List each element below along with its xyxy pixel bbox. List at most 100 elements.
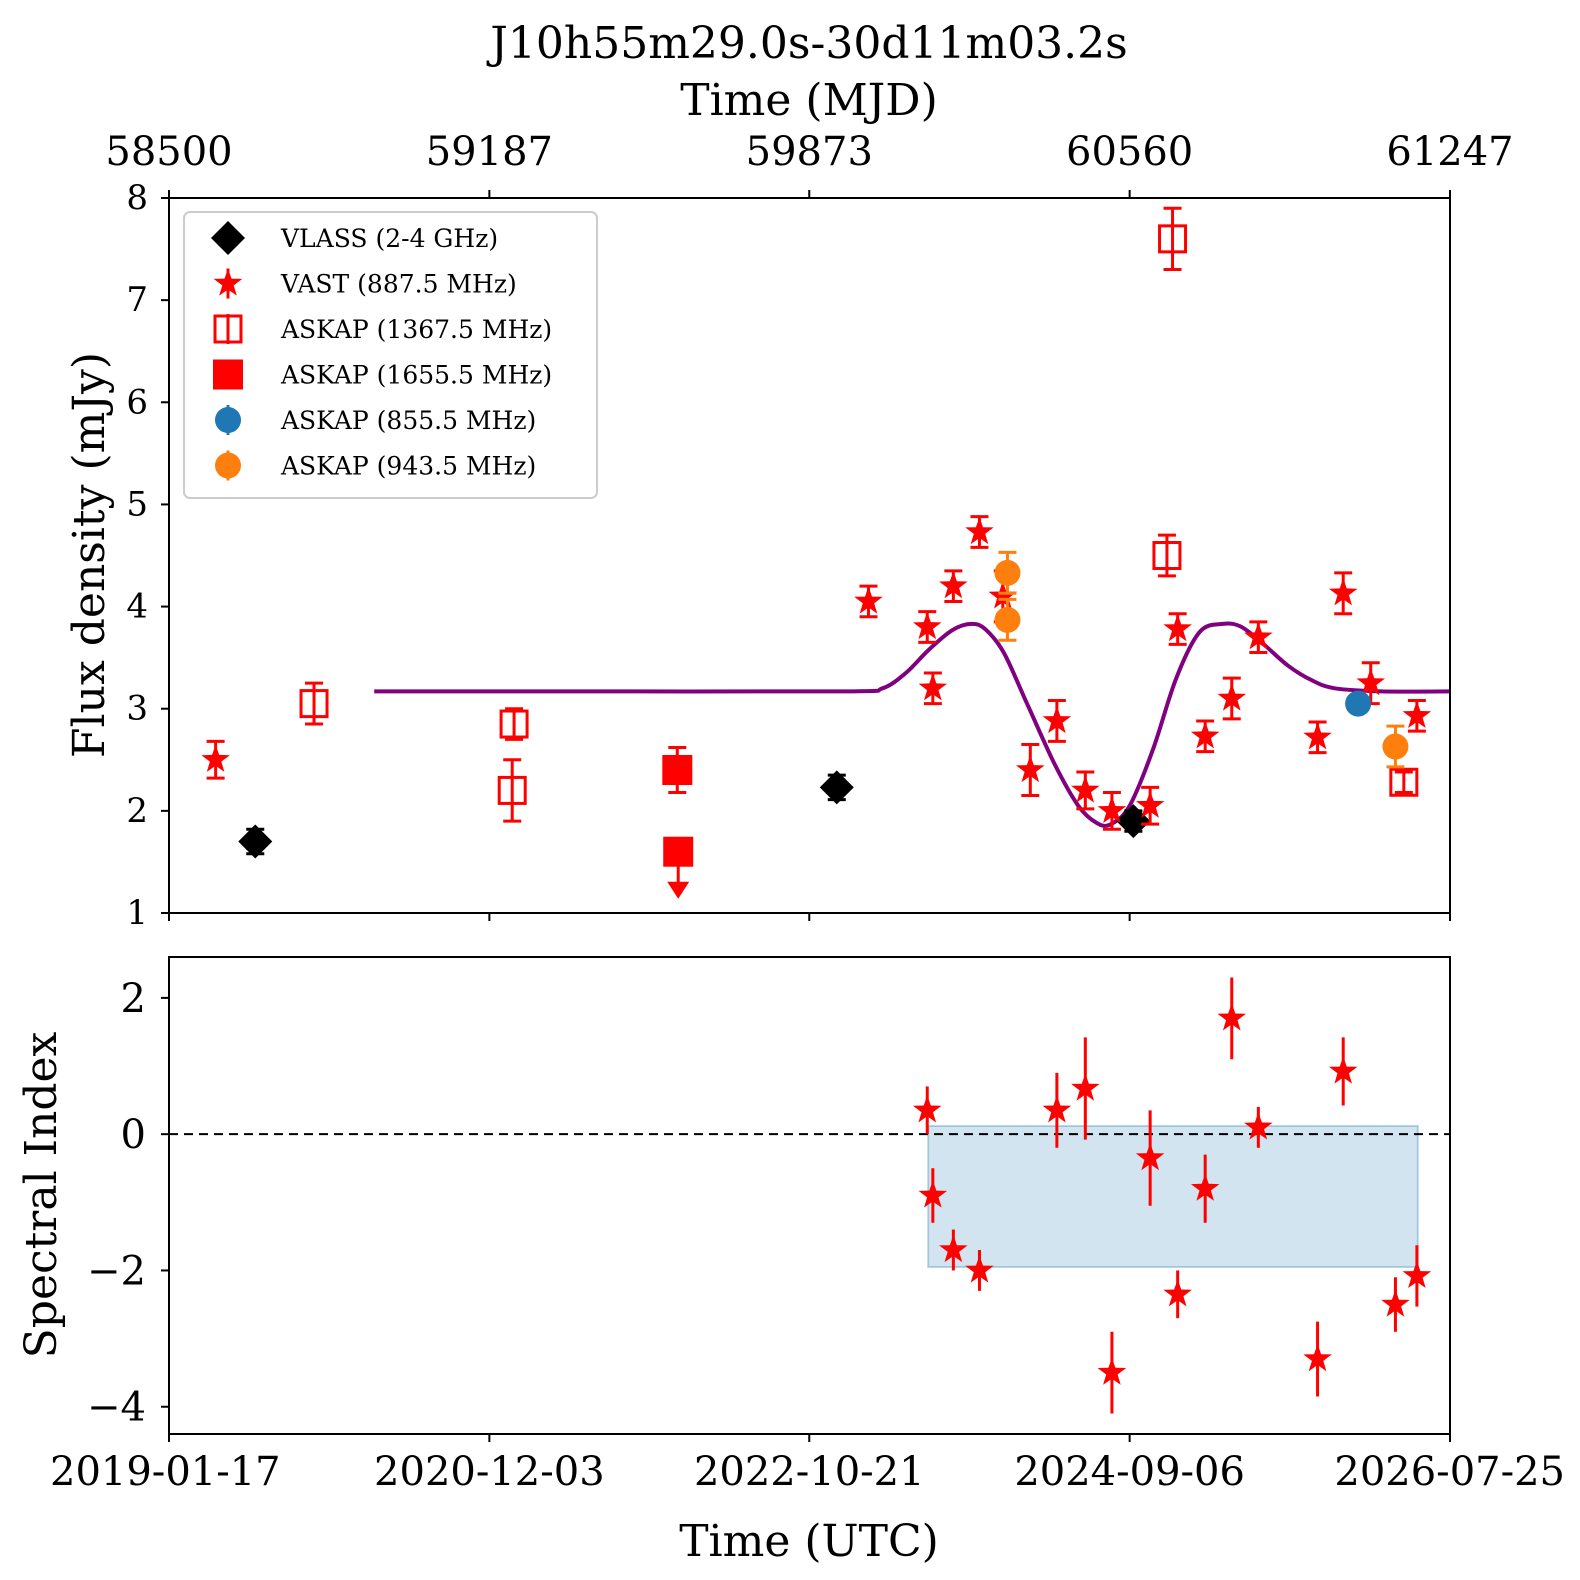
flux-point [1097,795,1127,823]
y-tick-label: −2 [87,1248,146,1294]
legend-label: ASKAP (943.5 MHz) [280,452,536,481]
legend-item: ASKAP (855.5 MHz) [215,405,536,435]
flux-point [1116,804,1151,839]
legend-label: VLASS (2-4 GHz) [280,224,498,253]
bottom-panel-y-ticks: 2 0 −2 −4 [87,976,169,1431]
flux-point [238,824,273,859]
flux-point [201,744,230,772]
flux-point [1158,224,1188,254]
bottom-x-ticks: 2019-01-17 2020-12-03 2022-10-21 2024-09-06… [50,913,1565,1495]
upper-limit-arrow [667,881,690,899]
flux-point [965,517,994,545]
flux-point [1217,683,1246,711]
flux-point [913,612,942,640]
spectral-index-point [913,1095,942,1123]
flux-point [994,559,1021,586]
spectral-index-points [913,977,1432,1414]
legend-label: ASKAP (1367.5 MHz) [280,315,552,344]
x-tick-label: 2019-01-17 [50,1449,281,1495]
flux-point [918,673,948,701]
y-tick-label: 2 [126,791,148,831]
flux-point [662,755,693,785]
spectral-index-point [918,1180,948,1208]
x-axis-label: Time (UTC) [679,1516,939,1567]
top-tick-label: 60560 [1066,129,1193,175]
top-tick-label: 61247 [1386,129,1513,175]
top-panel-frame [168,197,1451,914]
legend-item: ASKAP (943.5 MHz) [215,450,536,481]
flux-point [1345,690,1372,717]
spectral-index-point [1097,1357,1127,1385]
flux-point [299,689,329,719]
flux-error-bar [1394,770,1413,794]
x-tick-label: 2020-12-03 [374,1449,605,1495]
flux-point [1328,578,1358,606]
legend-box [183,211,598,499]
y-tick-label: 1 [126,893,148,933]
top-tick-label: 59187 [426,129,553,175]
y-tick-label: 4 [126,587,148,627]
legend-item: VLASS (2-4 GHz) [211,221,498,255]
spectral-index-point [965,1255,994,1283]
model-curve [374,621,1450,828]
legend-item: ASKAP (1655.5 MHz) [213,359,552,390]
flux-density-points [201,206,1432,899]
y-tick-label: 8 [126,178,148,218]
legend-label: ASKAP (855.5 MHz) [280,406,536,435]
flux-point [1016,755,1045,783]
top-axis-ticks: 58500 59187 59873 60560 61247 [105,129,1514,198]
legend-label: ASKAP (1655.5 MHz) [280,361,552,390]
x-tick-label: 2026-07-25 [1334,1449,1565,1495]
spectral-index-point [1328,1056,1358,1084]
spectral-index-point [1303,1344,1332,1372]
flux-point [1190,721,1220,749]
legend-item: ASKAP (1367.5 MHz) [213,314,552,344]
x-tick-label: 2024-09-06 [1014,1449,1245,1495]
spectral-index-point [1135,1143,1165,1171]
flux-point [1402,700,1432,728]
flux-error-bar [503,758,522,823]
legend-label: VAST (887.5 MHz) [280,270,517,299]
flux-point [499,709,529,739]
flux-point [1356,668,1385,696]
spectral-index-point [1381,1289,1410,1317]
spectral-index-point [1217,1003,1246,1031]
spectral-index-point [1042,1095,1072,1123]
y-tick-label: 2 [121,976,146,1022]
flux-error-bar [505,707,524,741]
legend-item: VAST (887.5 MHz) [213,268,517,299]
spectral-index-point [1402,1260,1432,1288]
flux-point [988,581,1018,609]
spectral-index-point [1190,1173,1220,1201]
spectral-index-point [1163,1279,1192,1307]
top-tick-label: 58500 [105,129,232,175]
legend: VLASS (2-4 GHz) VAST (887.5 MHz) ASKAP (13… [183,211,598,499]
flux-point [939,571,968,599]
legend-marker [213,359,243,390]
top-panel-y-ticks: 1 2 3 4 5 6 7 8 [126,178,169,933]
flux-point [663,836,694,867]
spectral-index-band [927,1124,1419,1269]
legend-marker [213,268,243,296]
y-tick-label: −4 [87,1385,146,1431]
flux-point [497,775,527,805]
y-tick-label: 0 [121,1112,146,1158]
flux-point [1382,733,1409,760]
spectral-index-point [939,1235,968,1263]
y-tick-label: 3 [126,689,148,729]
y-tick-label: 5 [126,484,148,524]
legend-marker [213,314,243,344]
chart-title: J10h55m29.0s-30d11m03.2s [486,18,1128,69]
flux-point [1163,614,1192,642]
flux-point [1071,775,1100,803]
top-y-axis-label: Flux density (mJy) [64,352,115,758]
top-tick-label: 59873 [746,129,873,175]
flux-point [1244,622,1273,650]
flux-point [1135,790,1165,818]
flux-error-bar [1163,206,1182,271]
bottom-y-axis-label: Spectral Index [16,1031,67,1358]
top-axis-label: Time (MJD) [680,75,937,126]
flux-point [994,606,1021,633]
flux-point [854,586,883,614]
